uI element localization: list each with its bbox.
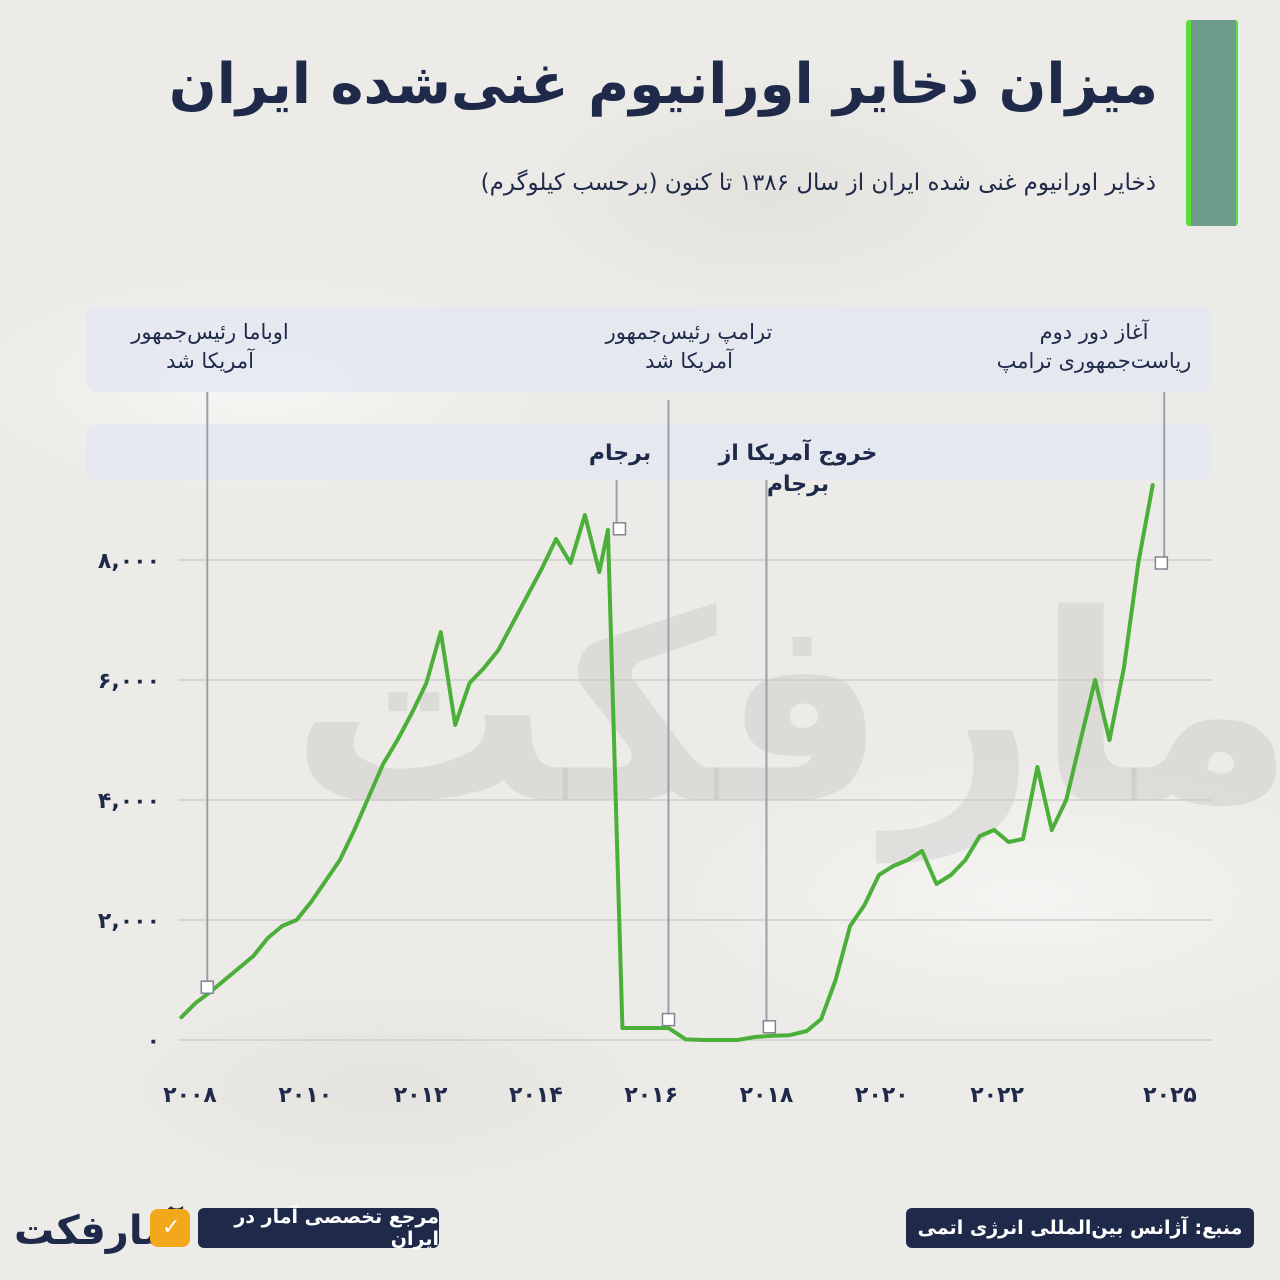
logo-badge-icon: ✓ [150, 1209, 190, 1247]
event-marker [1154, 556, 1169, 570]
chart-title: میزان ذخایر اورانیوم غنی‌شده ایران [168, 52, 1158, 117]
x-tick-label: ۲۰۱۴ [509, 1083, 563, 1108]
annotation-us-exit-jcpoa: خروج آمریکا از برجام [718, 441, 878, 497]
event-marker [762, 1020, 777, 1034]
event-marker [612, 522, 627, 536]
series-line-layer [179, 483, 1155, 1042]
x-tick-label: ۲۰۲۰ [855, 1083, 909, 1108]
x-tick-label: ۲۰۱۰ [278, 1083, 332, 1108]
annotation-jcpoa: برجام [588, 441, 652, 466]
y-tick-label: ۶,۰۰۰ [98, 669, 160, 694]
marker-layer [200, 522, 1169, 1034]
grid-layer [178, 559, 1212, 1041]
event-lines-layer [206, 392, 1166, 1025]
annotation-obama: اوباما رئیس‌جمهور آمریکا شد [131, 320, 289, 374]
y-tick-label: ۴,۰۰۰ [98, 789, 160, 814]
y-tick-label: ۲,۰۰۰ [98, 909, 160, 934]
y-tick-label: ۰ [147, 1029, 160, 1054]
y-tick-label: ۸,۰۰۰ [98, 549, 160, 574]
x-tick-label: ۲۰۲۲ [970, 1083, 1024, 1108]
x-tick-label: ۲۰۲۵ [1143, 1083, 1197, 1108]
series-line [179, 483, 1155, 1042]
annotation-band-mid [86, 424, 1212, 480]
event-marker [661, 1012, 676, 1027]
annotation-trump-second-term: آغاز دور دوم ریاست‌جمهوری ترامپ [996, 320, 1192, 374]
axis-labels-layer: ۰ ۲,۰۰۰ ۴,۰۰۰ ۶,۰۰۰ ۸,۰۰۰ ۲۰۰۸ ۲۰۱۰ ۲۰۱۲ ۲۰۱۴ ۲۰۱… [98, 549, 1197, 1108]
footer-tagline: مرجع تخصصی آمار در ایران [198, 1206, 439, 1250]
accent-bar [1186, 20, 1238, 226]
x-tick-label: ۲۰۰۸ [163, 1083, 217, 1108]
annotation-trump: ترامپ رئیس‌جمهور آمریکا شد [605, 320, 773, 374]
x-tick-label: ۲۰۱۸ [740, 1083, 794, 1108]
chart-subtitle: ذخایر اورانیوم غنی شده ایران از سال ۱۳۸۶… [480, 170, 1156, 196]
x-tick-label: ۲۰۱۶ [624, 1083, 678, 1108]
footer-source: منبع: آژانس بین‌المللی انرژی اتمی [906, 1208, 1254, 1248]
x-tick-label: ۲۰۱۲ [394, 1083, 448, 1108]
event-marker [200, 980, 215, 994]
annotation-band-top [86, 307, 1212, 392]
